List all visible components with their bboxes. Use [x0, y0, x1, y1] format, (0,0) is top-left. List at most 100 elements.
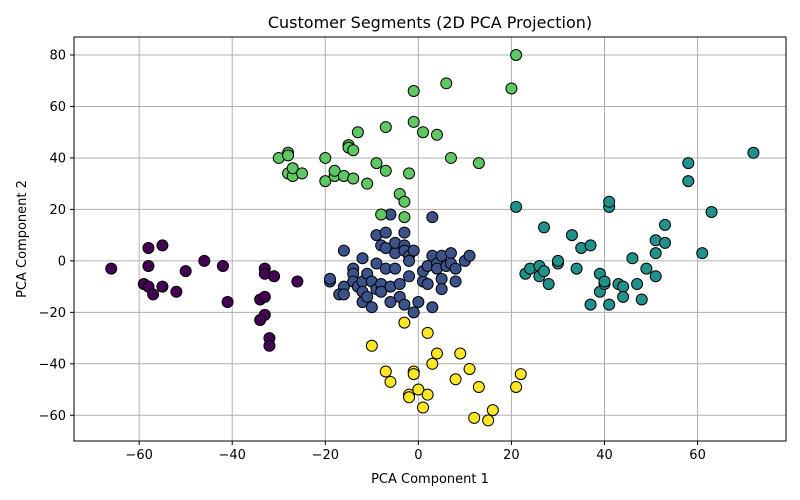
scatter-point	[426, 357, 439, 370]
scatter-point	[412, 383, 425, 396]
scatter-point	[468, 411, 481, 424]
scatter-point	[747, 146, 760, 159]
scatter-point	[617, 280, 630, 293]
scatter-point	[449, 275, 462, 288]
y-axis-ticks: −60 −40 −20 0 20 40 60 80	[39, 49, 74, 424]
series-3	[272, 49, 523, 224]
y-tick-label: 80	[49, 49, 66, 64]
scatter-point	[542, 278, 555, 291]
scatter-point	[430, 128, 443, 141]
scatter-point	[407, 368, 420, 381]
x-tick-label: 40	[596, 448, 613, 463]
scatter-point	[551, 254, 564, 267]
scatter-point	[375, 208, 388, 221]
scatter-point	[216, 260, 229, 273]
scatter-point	[156, 239, 169, 252]
scatter-point	[268, 270, 281, 283]
scatter-point	[417, 401, 430, 414]
scatter-point	[538, 221, 551, 234]
scatter-point	[361, 177, 374, 190]
scatter-point	[356, 252, 369, 265]
scatter-point	[375, 285, 388, 298]
data-points	[105, 49, 760, 427]
scatter-point	[538, 265, 551, 278]
scatter-point	[407, 85, 420, 98]
scatter-point	[682, 157, 695, 170]
scatter-point	[421, 326, 434, 339]
chart-title: Customer Segments (2D PCA Projection)	[268, 13, 592, 32]
scatter-point	[263, 339, 276, 352]
scatter-point	[603, 195, 616, 208]
scatter-point	[365, 339, 378, 352]
scatter-point	[282, 149, 295, 162]
scatter-point	[361, 290, 374, 303]
scatter-point	[510, 200, 523, 213]
scatter-point	[379, 121, 392, 134]
scatter-point	[440, 77, 453, 90]
scatter-point	[444, 151, 457, 164]
scatter-point	[319, 151, 332, 164]
scatter-point	[426, 301, 439, 314]
scatter-point	[198, 254, 211, 267]
scatter-point	[337, 288, 350, 301]
scatter-point	[449, 262, 462, 275]
scatter-point	[156, 280, 169, 293]
scatter-point	[347, 172, 360, 185]
y-tick-label: −40	[39, 357, 66, 372]
x-tick-label: 60	[689, 448, 706, 463]
scatter-point	[486, 404, 499, 417]
scatter-point	[449, 373, 462, 386]
scatter-point	[565, 229, 578, 242]
scatter-point	[403, 391, 416, 404]
x-axis-ticks: −60 −40 −20 0 20 40 60	[125, 441, 706, 463]
y-tick-label: −60	[39, 409, 66, 424]
scatter-point	[463, 362, 476, 375]
scatter-point	[403, 270, 416, 283]
scatter-point	[384, 296, 397, 309]
x-tick-label: −40	[219, 448, 246, 463]
scatter-point	[417, 126, 430, 139]
scatter-point	[659, 218, 672, 231]
x-tick-label: −20	[312, 448, 339, 463]
scatter-point	[421, 278, 434, 291]
scatter-point	[472, 380, 485, 393]
scatter-point	[444, 247, 457, 260]
scatter-point	[435, 272, 448, 285]
scatter-point	[421, 388, 434, 401]
x-tick-label: 0	[414, 448, 422, 463]
scatter-point	[221, 296, 234, 309]
x-tick-label: −60	[125, 448, 152, 463]
scatter-point	[514, 368, 527, 381]
y-tick-label: 60	[49, 100, 66, 115]
scatter-point	[384, 375, 397, 388]
x-axis-label: PCA Component 1	[371, 472, 489, 487]
y-axis-label: PCA Component 2	[15, 180, 30, 298]
scatter-point	[640, 262, 653, 275]
scatter-point	[403, 167, 416, 180]
y-tick-label: 20	[49, 203, 66, 218]
x-tick-label: 20	[503, 448, 520, 463]
scatter-point	[659, 236, 672, 249]
scatter-point	[365, 301, 378, 314]
scatter-point	[319, 175, 332, 188]
scatter-point	[370, 157, 383, 170]
scatter-point	[510, 380, 523, 393]
y-tick-label: 0	[58, 254, 66, 269]
scatter-point	[398, 316, 411, 329]
scatter-point	[407, 306, 420, 319]
scatter-point	[393, 278, 406, 291]
scatter-point	[296, 167, 309, 180]
scatter-point	[398, 195, 411, 208]
scatter-point	[286, 162, 299, 175]
y-tick-label: 40	[49, 151, 66, 166]
scatter-point	[398, 211, 411, 224]
scatter-point	[598, 275, 611, 288]
scatter-point	[682, 175, 695, 188]
scatter-point	[510, 49, 523, 62]
scatter-point	[142, 242, 155, 255]
series-1	[323, 208, 476, 319]
scatter-point	[626, 252, 639, 265]
plot-frame	[73, 36, 787, 442]
scatter-point	[142, 260, 155, 273]
